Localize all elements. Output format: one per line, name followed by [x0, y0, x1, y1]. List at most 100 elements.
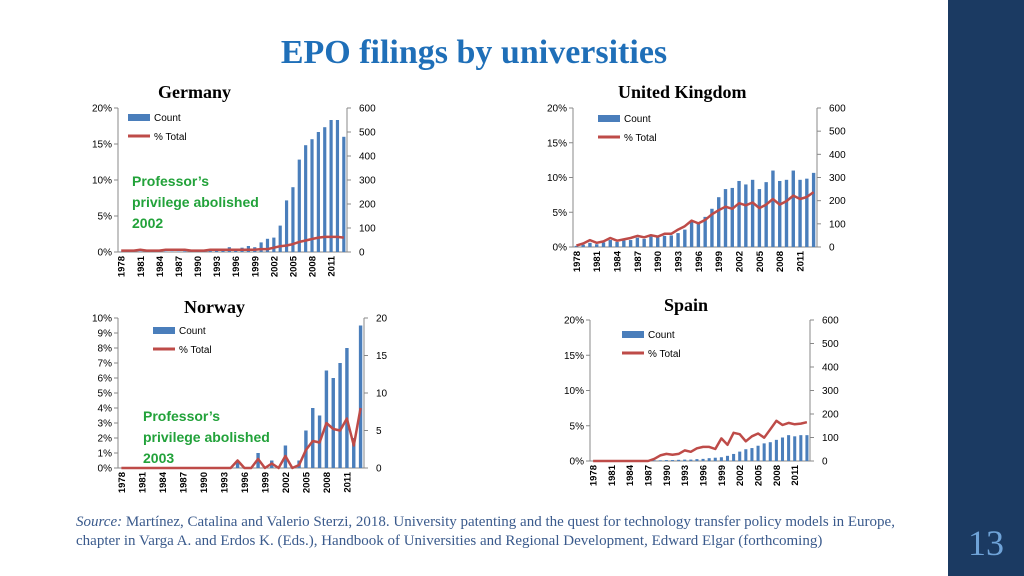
x-tick-label: 2005 [288, 255, 299, 277]
bar [750, 179, 755, 247]
bar [689, 221, 694, 247]
y-tick-label-right: 400 [359, 152, 376, 163]
chart-title-uk: United Kingdom [618, 82, 747, 102]
bar [768, 442, 772, 461]
x-tick-label: 1993 [680, 465, 691, 486]
bar [799, 435, 803, 461]
bar [737, 180, 741, 247]
bar [608, 240, 612, 247]
x-tick-label: 1981 [137, 471, 148, 493]
bar [717, 197, 721, 247]
legend-total-label: % Total [179, 345, 212, 356]
share-line [593, 419, 808, 463]
bar [732, 453, 736, 461]
x-tick-label: 1978 [117, 472, 128, 493]
bar [707, 458, 711, 461]
x-tick-label: 2008 [308, 256, 319, 277]
bar [725, 455, 730, 461]
y-tick-label-right: 400 [829, 150, 846, 161]
bar [662, 235, 667, 247]
y-tick-label-left: 6% [98, 374, 113, 385]
y-tick-label-right: 20 [376, 314, 388, 325]
x-tick-label: 2002 [269, 256, 280, 277]
share-line [121, 235, 344, 252]
y-tick-label-right: 600 [822, 316, 839, 327]
y-tick-label-left: 10% [92, 176, 112, 187]
x-tick-label: 2005 [755, 250, 766, 272]
legend-count-swatch [128, 114, 150, 121]
bar [756, 445, 760, 461]
bar [811, 172, 816, 247]
y-tick-label-right: 600 [829, 104, 846, 115]
x-tick-label: 2008 [772, 465, 783, 486]
bar [324, 370, 329, 468]
y-tick-label-left: 0% [553, 243, 568, 254]
legend-count-swatch [598, 115, 620, 122]
norway-chart: 0% 1% 2% 3% 4% 5% 6% 7% 8% 9% 10% 0 5 10 15 20 1978 1981 1… [92, 314, 388, 494]
bar [278, 225, 282, 252]
y-tick-label-left: 20% [564, 316, 584, 327]
bar [683, 229, 687, 247]
y-tick-label-left: 0% [98, 464, 113, 475]
y-tick-label-left: 15% [547, 138, 567, 149]
bar [787, 435, 791, 461]
x-tick-label: 2008 [322, 472, 333, 493]
uk-chart: 0% 5% 10% 15% 20% 0 100 200 300 400 500 600 1978 1981… [547, 104, 846, 273]
x-tick-label: 1987 [633, 251, 644, 272]
bar [342, 136, 346, 252]
y-tick-label-left: 10% [92, 314, 112, 325]
bar [291, 187, 295, 252]
bar [642, 238, 646, 247]
y-tick-label-right: 100 [822, 433, 839, 444]
bar [316, 132, 320, 252]
bar [696, 223, 701, 247]
annotation-text: privilege abolished [143, 429, 270, 445]
x-tick-label: 2002 [735, 251, 746, 272]
y-tick-label-left: 5% [98, 389, 113, 400]
y-tick-label-right: 100 [829, 219, 846, 230]
source-label: Source: [76, 514, 123, 530]
y-tick-label-left: 10% [564, 386, 584, 397]
legend-total-label: % Total [624, 133, 657, 144]
bar [358, 325, 363, 468]
y-tick-label-left: 7% [98, 359, 113, 370]
y-tick-label-left: 15% [92, 140, 112, 151]
x-tick-label: 1990 [662, 465, 673, 486]
x-tick-label: 2011 [796, 250, 807, 271]
x-tick-label: 2011 [327, 255, 338, 276]
bar [183, 251, 187, 252]
y-tick-label-right: 15 [376, 351, 388, 362]
bar [677, 459, 681, 461]
x-tick-label: 1978 [589, 465, 600, 486]
y-tick-label-right: 0 [822, 457, 828, 468]
bar [713, 457, 717, 461]
x-tick-label: 1978 [117, 256, 128, 277]
x-tick-label: 1996 [240, 472, 251, 493]
y-tick-label-right: 0 [359, 248, 365, 259]
bar [658, 460, 662, 461]
x-tick-label: 2008 [775, 251, 786, 272]
y-tick-label-right: 200 [822, 410, 839, 421]
annotation-text: Professor’s [132, 173, 209, 189]
bar [588, 242, 592, 247]
x-tick-label: 1999 [714, 251, 725, 272]
bar [581, 244, 585, 247]
bar [805, 178, 809, 247]
bar [683, 459, 687, 461]
bar [574, 245, 579, 247]
y-tick-label-right: 300 [822, 386, 839, 397]
y-tick-label-right: 100 [359, 224, 376, 235]
legend-count-label: Count [179, 326, 206, 337]
bar [208, 251, 212, 252]
bar [798, 179, 802, 247]
bar [744, 184, 748, 247]
x-tick-label: 1993 [212, 256, 223, 277]
bar [656, 237, 660, 247]
y-tick-label-right: 500 [829, 127, 846, 138]
bar [784, 179, 789, 247]
x-tick-label: 1987 [174, 256, 185, 277]
bar [793, 436, 797, 461]
annotation-text: 2002 [132, 215, 163, 231]
x-tick-label: 1999 [717, 465, 728, 486]
bar [757, 189, 762, 247]
